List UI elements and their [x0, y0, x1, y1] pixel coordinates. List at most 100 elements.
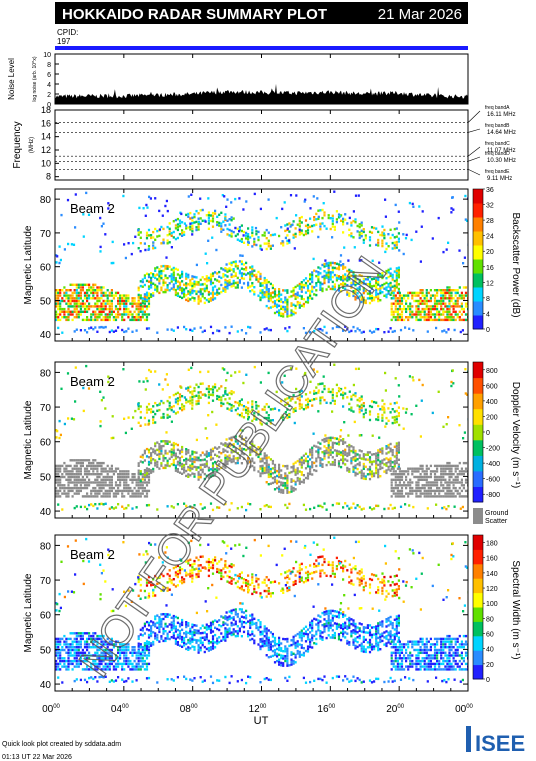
scatter-cell: [397, 412, 400, 415]
scatter-cell: [450, 492, 453, 495]
scatter-cell: [172, 451, 175, 454]
scatter-cell: [458, 316, 461, 319]
scatter-cell: [360, 296, 363, 299]
scatter-cell: [90, 646, 93, 649]
scatter-cell: [205, 275, 208, 278]
frequency-band-name: freq bandB: [485, 123, 510, 129]
scatter-cell: [319, 225, 322, 228]
scatter-cell: [92, 310, 95, 313]
scatter-cell: [92, 464, 95, 468]
scatter-cell: [183, 288, 186, 291]
scatter-cell: [280, 483, 283, 487]
scatter-cell: [158, 268, 161, 271]
scatter-cell: [94, 665, 97, 668]
scatter-cell: [286, 486, 289, 490]
scatter-cell: [238, 402, 241, 406]
scatter-cell: [296, 472, 299, 475]
scatter-cell: [427, 310, 430, 313]
scatter-cell: [257, 404, 260, 408]
scatter-cell: [436, 307, 439, 311]
scatter-cell: [71, 473, 74, 476]
scatter-cell: [448, 470, 451, 473]
scatter-cell: [440, 294, 443, 297]
scatter-cell: [127, 475, 130, 479]
scatter-cell: [352, 468, 355, 471]
scatter-cell: [325, 437, 328, 440]
scatter-cell: [133, 659, 136, 663]
scatter-cell: [296, 223, 299, 226]
beam-label: Beam 2: [70, 201, 115, 216]
scatter-cell: [411, 294, 414, 297]
scatter-cell: [189, 469, 192, 472]
scatter-cell: [207, 227, 210, 230]
scatter-cell: [375, 464, 378, 467]
scatter-cell: [263, 279, 266, 282]
scatter-cell: [197, 220, 201, 224]
scatter-cell: [67, 473, 70, 476]
scatter-cell: [170, 273, 173, 276]
scatter-cell: [158, 228, 161, 231]
scatter-cell: [226, 233, 229, 236]
scatter-cell: [92, 467, 95, 470]
scatter-cell: [364, 408, 367, 411]
scatter-cell: [269, 294, 272, 297]
scatter-cell: [224, 283, 227, 286]
scatter-cell: [265, 504, 268, 507]
scatter-cell: [133, 651, 136, 654]
scatter-cell: [139, 416, 142, 419]
scatter-cell: [400, 316, 404, 319]
scatter-cell: [98, 489, 101, 493]
scatter-cell: [396, 467, 399, 470]
scatter-cell: [133, 297, 136, 300]
scatter-cell: [292, 462, 295, 466]
scatter-cell: [88, 283, 91, 286]
scatter-cell: [379, 273, 382, 276]
scatter-cell: [133, 473, 136, 476]
scatter-cell: [75, 657, 78, 660]
scatter-cell: [377, 456, 380, 459]
scatter-cell: [94, 283, 97, 286]
scatter-cell: [325, 451, 328, 455]
scatter-cell: [96, 299, 99, 303]
scatter-cell: [377, 413, 380, 416]
scatter-cell: [333, 402, 336, 405]
scatter-cell: [368, 413, 372, 416]
scatter-cell: [364, 453, 367, 456]
scatter-cell: [331, 261, 334, 265]
scatter-cell: [152, 292, 155, 295]
scatter-cell: [187, 473, 190, 476]
scatter-cell: [269, 419, 272, 422]
scatter-cell: [129, 318, 132, 322]
scatter-cell: [452, 481, 455, 484]
scatter-cell: [234, 408, 237, 412]
scatter-cell: [263, 328, 266, 331]
scatter-cell: [265, 327, 268, 330]
scatter-cell: [100, 643, 103, 646]
scatter-cell: [216, 272, 219, 275]
scatter-cell: [265, 461, 268, 464]
scatter-cell: [333, 363, 336, 366]
scatter-cell: [117, 640, 120, 643]
scatter-cell: [67, 659, 70, 663]
scatter-cell: [90, 489, 93, 493]
scatter-cell: [230, 438, 233, 442]
scatter-cell: [442, 486, 445, 490]
scatter-cell: [63, 659, 66, 663]
scatter-cell: [423, 297, 426, 300]
scatter-cell: [309, 296, 312, 300]
scatter-cell: [447, 328, 450, 331]
scatter-cell: [193, 395, 196, 398]
scatter-cell: [464, 461, 468, 465]
scatter-cell: [117, 651, 120, 654]
scatter-cell: [269, 472, 272, 476]
scatter-cell: [352, 290, 355, 293]
scatter-cell: [74, 226, 77, 229]
scatter-cell: [407, 495, 410, 498]
scatter-cell: [394, 484, 397, 487]
scatter-cell: [312, 368, 315, 371]
scatter-cell: [321, 458, 324, 461]
scatter-cell: [451, 369, 454, 372]
scatter-cell: [298, 228, 301, 231]
scatter-cell: [185, 401, 188, 404]
